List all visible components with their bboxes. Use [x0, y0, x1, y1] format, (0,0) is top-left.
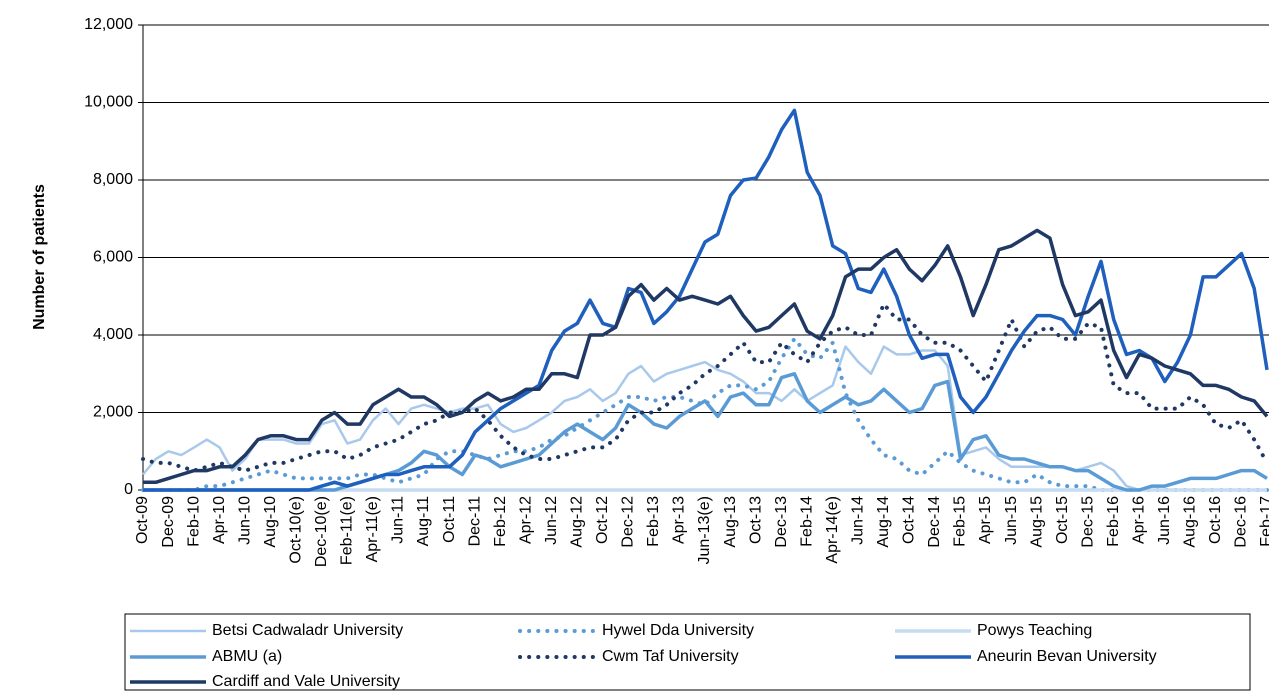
x-tick-label: Aug-12 — [568, 496, 585, 548]
x-tick-label: Aug-10 — [262, 496, 279, 548]
x-tick-label: Jun-15 — [1003, 496, 1020, 545]
legend-label: Hywel Dda University — [602, 622, 754, 639]
series-line — [143, 228, 1269, 485]
x-tick-label: Feb-14 — [798, 496, 815, 547]
x-tick-label: Dec-16 — [1233, 496, 1250, 548]
x-tick-label: Feb-13 — [645, 496, 662, 547]
series-line — [143, 372, 1268, 492]
x-tick-label: Oct-15 — [1054, 496, 1071, 544]
legend-label: Cwm Taf University — [602, 648, 739, 665]
x-tick-label: Dec-13 — [773, 496, 790, 548]
x-tick-label: Feb-16 — [1105, 496, 1122, 547]
y-tick-label: 10,000 — [84, 94, 133, 111]
series-line — [141, 335, 1269, 492]
x-tick-label: Apr-14(e) — [824, 496, 841, 564]
x-tick-label: Jun-13(e) — [696, 496, 713, 564]
y-tick-label: 6,000 — [93, 249, 133, 266]
series-line — [141, 300, 1269, 473]
x-tick-label: Dec-15 — [1079, 496, 1096, 548]
x-tick-label: Aug-14 — [875, 496, 892, 548]
x-tick-label: Apr-16 — [1130, 496, 1147, 544]
x-tick-label: Aug-16 — [1182, 496, 1199, 548]
series-line — [143, 108, 1269, 492]
x-tick-label: Dec-11 — [466, 496, 483, 546]
x-tick-label: Apr-10 — [211, 496, 228, 544]
legend-label: Cardiff and Vale University — [212, 673, 400, 690]
x-tick-label: Aug-11 — [415, 496, 432, 547]
x-tick-label: Dec-14 — [926, 496, 943, 548]
y-tick-label: 0 — [124, 481, 133, 498]
x-tick-label: Jun-12 — [543, 496, 560, 545]
x-tick-label: Oct-10(e) — [287, 496, 304, 564]
x-tick-label: Apr-13 — [671, 496, 688, 544]
x-tick-label: Jun-11 — [390, 496, 407, 544]
x-tick-label: Oct-12 — [594, 496, 611, 544]
legend-label: Powys Teaching — [977, 622, 1092, 639]
x-tick-label: Feb-17 — [1258, 496, 1269, 547]
x-tick-label: Dec-09 — [160, 496, 177, 548]
x-tick-label: Feb-15 — [952, 496, 969, 547]
x-tick-label: Oct-14 — [901, 496, 918, 544]
x-tick-label: Apr-12 — [517, 496, 534, 544]
x-tick-label: Apr-15 — [977, 496, 994, 544]
x-tick-label: Aug-13 — [722, 496, 739, 548]
legend-label: ABMU (a) — [212, 648, 282, 665]
x-tick-label: Dec-10(e) — [313, 496, 330, 567]
x-tick-label: Jun-16 — [1156, 496, 1173, 545]
x-tick-label: Jun-10 — [236, 496, 253, 545]
y-tick-label: 12,000 — [84, 16, 133, 33]
x-tick-label: Aug-15 — [1028, 496, 1045, 548]
x-tick-label: Feb-10 — [185, 496, 202, 547]
legend-label: Betsi Cadwaladr University — [212, 622, 403, 639]
series-line — [142, 345, 1267, 492]
x-tick-label: Oct-11 — [441, 496, 458, 543]
x-tick-label: Oct-13 — [747, 496, 764, 544]
x-tick-label: Feb-12 — [492, 496, 509, 547]
x-tick-label: Dec-12 — [620, 496, 637, 548]
legend-box — [124, 613, 1251, 691]
y-tick-label: 8,000 — [93, 171, 133, 188]
x-tick-label: Oct-16 — [1207, 496, 1224, 544]
y-tick-label: 4,000 — [93, 326, 133, 343]
x-tick-label: Oct-09 — [134, 496, 151, 544]
y-axis-title: Number of patients — [31, 184, 48, 330]
x-tick-label: Apr-11(e) — [364, 496, 381, 562]
x-tick-label: Feb-11(e) — [339, 496, 356, 565]
y-tick-label: 2,000 — [93, 404, 133, 421]
x-tick-label: Jun-14 — [849, 496, 866, 545]
legend-label: Aneurin Bevan University — [977, 648, 1157, 665]
